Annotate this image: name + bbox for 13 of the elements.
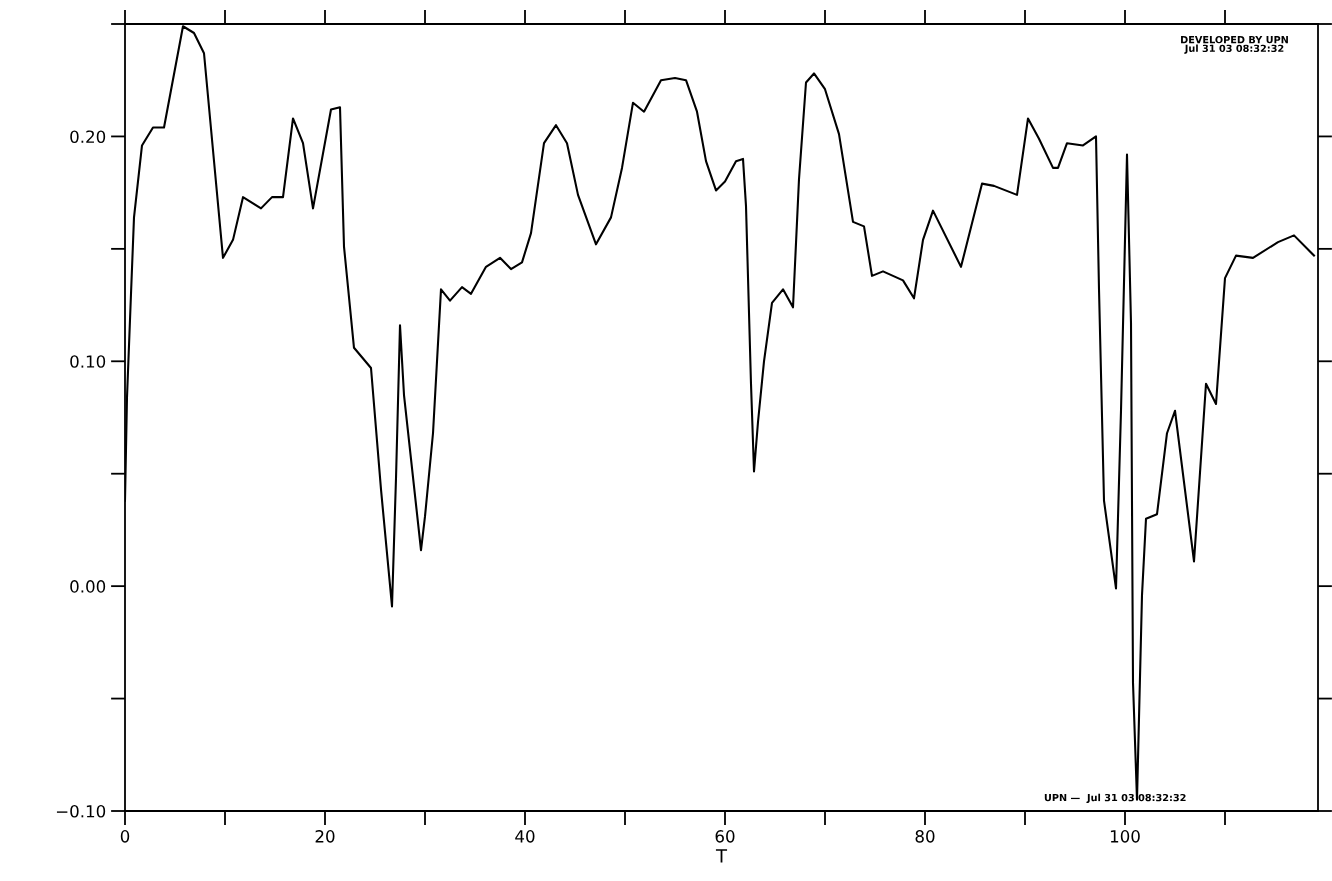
x-tick-label: 80 xyxy=(915,830,935,843)
x-tick-label: 100 xyxy=(1110,830,1140,843)
y-tick-label: 0.10 xyxy=(70,355,106,368)
x-tick-label: 60 xyxy=(715,830,735,843)
x-tick-label: 20 xyxy=(315,830,335,843)
annotation: UPN — Jul 31 03 08:32:32 xyxy=(1044,793,1186,804)
annotation: DEVELOPED BY UPN Jul 31 03 08:32:32 xyxy=(1181,35,1288,54)
y-tick-label: 0.00 xyxy=(70,580,106,593)
y-tick-label: 0.20 xyxy=(70,130,106,143)
x-tick-label: 40 xyxy=(515,830,535,843)
x-axis-title: T xyxy=(715,849,728,863)
x-tick-label: 0 xyxy=(120,830,130,843)
y-tick-label: −0.10 xyxy=(56,804,106,818)
